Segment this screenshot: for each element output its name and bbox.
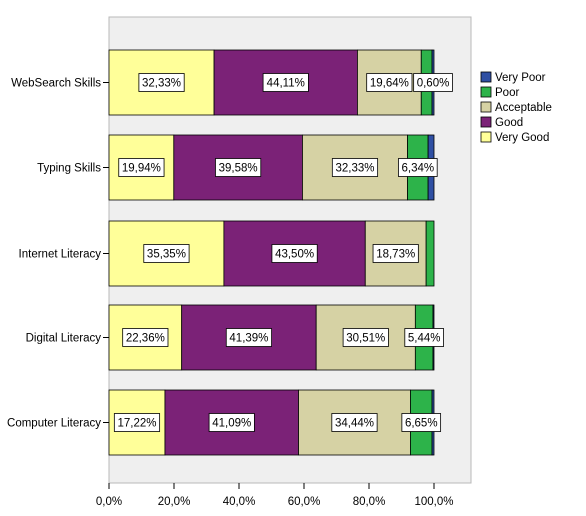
data-label-box xyxy=(331,413,378,432)
data-label-box xyxy=(271,244,318,263)
legend-label: Acceptable xyxy=(495,102,552,114)
data-label: 6,65% xyxy=(405,418,438,430)
data-label-box xyxy=(404,328,444,347)
data-label: 17,22% xyxy=(117,418,156,430)
data-label-box xyxy=(215,158,262,177)
x-tick-label: 0,0% xyxy=(96,496,122,508)
data-label: 30,51% xyxy=(346,333,385,345)
data-label: 32,33% xyxy=(335,163,374,175)
legend-label: Very Poor xyxy=(495,72,546,84)
bar-segment xyxy=(223,220,366,287)
data-label: 44,11% xyxy=(267,78,305,90)
x-tick-label: 40,0% xyxy=(223,496,256,508)
legend-label: Very Good xyxy=(495,132,549,144)
data-label: 0,60% xyxy=(417,78,450,90)
legend-swatch xyxy=(480,71,492,83)
data-label: 18,73% xyxy=(376,249,415,261)
legend-label: Good xyxy=(495,117,523,129)
data-label-box xyxy=(331,158,379,177)
data-label-box xyxy=(366,73,413,92)
data-label-box xyxy=(401,413,442,432)
data-label-box xyxy=(122,328,169,347)
data-label: 41,39% xyxy=(229,333,268,345)
data-label-box xyxy=(208,413,255,432)
x-tick-label: 60,0% xyxy=(288,496,321,508)
data-label: 43,50% xyxy=(275,249,314,261)
data-label-box xyxy=(342,328,389,347)
category-label: WebSearch Skills xyxy=(11,78,101,90)
category-label: Typing Skills xyxy=(37,163,101,175)
data-label: 19,64% xyxy=(370,78,409,90)
data-label: 6,34% xyxy=(402,163,435,175)
legend-swatch xyxy=(480,86,492,98)
data-label-box xyxy=(143,244,190,263)
data-label-box xyxy=(113,413,161,432)
y-axis: WebSearch Skills Typing Skills Internet Li… xyxy=(7,78,109,430)
data-labels-layer: 32,33% 44,11% 19,64% 0,60% 19,94% 39,58% 32,33… xyxy=(113,73,453,432)
legend-swatch xyxy=(480,131,492,143)
legend-swatch xyxy=(480,101,492,113)
category-label: Digital Literacy xyxy=(26,333,102,345)
data-label-box xyxy=(372,244,419,263)
x-axis: 0,0% 20,0% 40,0% 60,0% 80,0% 100,0% xyxy=(96,483,454,508)
data-label-box xyxy=(262,73,309,92)
data-label: 5,44% xyxy=(408,333,441,345)
x-tick-label: 80,0% xyxy=(353,496,386,508)
data-label-box xyxy=(138,73,185,92)
data-label: 35,35% xyxy=(147,249,186,261)
data-label: 32,33% xyxy=(142,78,181,90)
x-tick-label: 20,0% xyxy=(158,496,191,508)
legend: Very Poor Poor Acceptable Good Very Good xyxy=(480,71,552,144)
data-label-box xyxy=(225,328,272,347)
data-label-box xyxy=(398,158,438,177)
data-label-box xyxy=(413,73,453,92)
data-label: 22,36% xyxy=(126,333,165,345)
legend-label: Poor xyxy=(495,87,519,99)
data-label: 19,94% xyxy=(122,163,161,175)
data-label-box xyxy=(118,158,165,177)
category-label: Internet Literacy xyxy=(19,249,102,261)
data-label: 34,44% xyxy=(335,418,374,430)
legend-swatch xyxy=(480,116,492,128)
data-label: 39,58% xyxy=(219,163,258,175)
data-label: 41,09% xyxy=(212,418,251,430)
bar-segment xyxy=(425,220,435,287)
category-label: Computer Literacy xyxy=(7,418,101,430)
x-tick-label: 100,0% xyxy=(414,496,453,508)
